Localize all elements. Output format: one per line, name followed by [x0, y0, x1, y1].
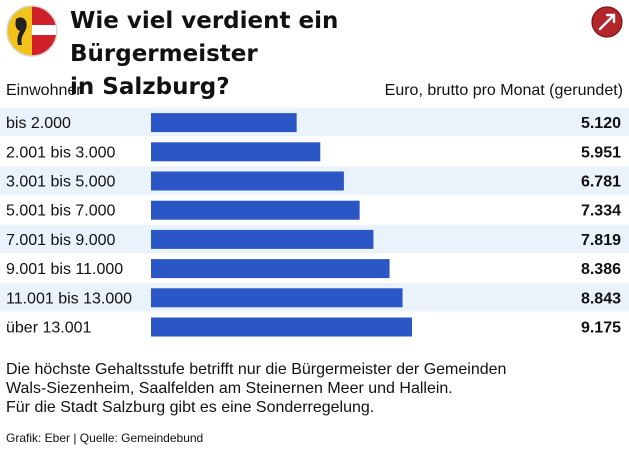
bar [151, 317, 412, 337]
category-label: 7.001 bis 9.000 [6, 232, 116, 249]
page-title: Wie viel verdient ein Bürgermeister in S… [70, 5, 520, 104]
column-header-residents: Einwohner [6, 82, 82, 99]
value-label: 7.334 [581, 203, 621, 220]
category-label: 11.001 bis 13.000 [6, 290, 132, 307]
bar [151, 288, 403, 308]
value-label: 5.951 [581, 144, 621, 161]
bar [151, 259, 390, 279]
footnote-line-3: Für die Stadt Salzburg gibt es eine Sond… [6, 399, 375, 416]
footnote-line-1: Die höchste Gehaltsstufe betrifft nur di… [6, 361, 507, 378]
bar [151, 200, 360, 220]
source-credit: Grafik: Eber | Quelle: Gemeindebund [6, 431, 204, 445]
bar [151, 171, 344, 191]
value-label: 9.175 [581, 320, 621, 337]
column-header-salary: Euro, brutto pro Monat (gerundet) [384, 82, 623, 99]
bar [151, 229, 374, 249]
row-stripe [0, 108, 629, 137]
value-label: 6.781 [581, 174, 621, 191]
category-label: 9.001 bis 11.000 [6, 261, 123, 278]
footnote: Die höchste Gehaltsstufe betrifft nur di… [6, 360, 621, 417]
value-label: 5.120 [581, 115, 621, 132]
bar [151, 113, 297, 133]
value-label: 7.819 [581, 232, 621, 249]
title-line-2: in Salzburg? [70, 74, 230, 100]
category-label: 2.001 bis 3.000 [6, 144, 116, 161]
category-label: 5.001 bis 7.000 [6, 203, 116, 220]
title-line-1: Wie viel verdient ein Bürgermeister [70, 8, 339, 67]
salary-bar-chart: bis 2.000 5.120 2.001 bis 3.000 5.951 3.001 … [0, 108, 629, 337]
bar [151, 142, 321, 162]
footnote-line-2: Wals-Siezenheim, Saalfelden am Steinerne… [6, 380, 453, 397]
brand-badge-icon [591, 6, 623, 38]
value-label: 8.386 [581, 261, 621, 278]
salzburg-coat-of-arms-icon [6, 5, 58, 57]
category-label: 3.001 bis 5.000 [6, 174, 116, 191]
value-label: 8.843 [581, 290, 621, 307]
category-label: bis 2.000 [6, 115, 71, 132]
category-label: über 13.001 [6, 320, 92, 337]
